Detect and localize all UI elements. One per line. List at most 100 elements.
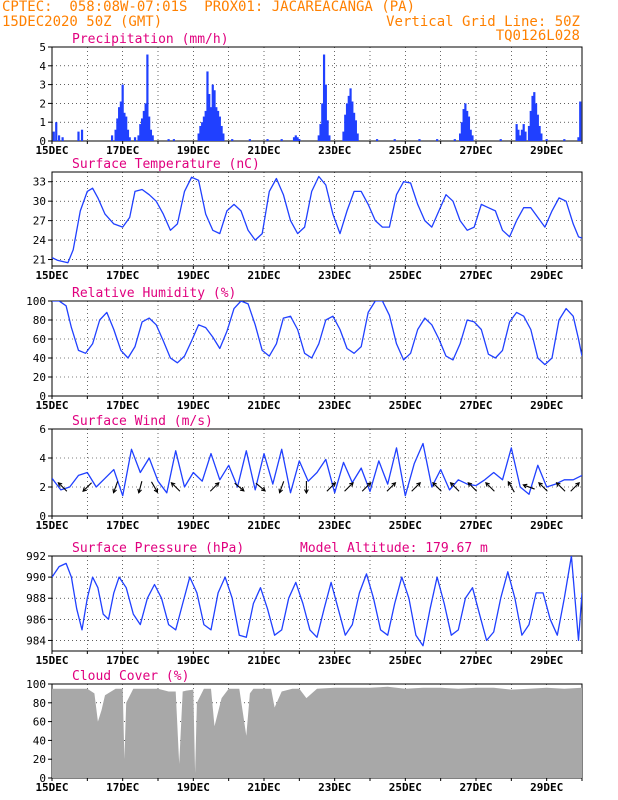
cloud-xtick-label: 17DEC xyxy=(106,781,139,794)
header-grid-line: Vertical Grid Line: 50Z xyxy=(386,14,580,30)
wind-title: Surface Wind (m/s) xyxy=(72,414,213,429)
wind-wind-arrow xyxy=(82,482,92,492)
precip-xtick-label: 23DEC xyxy=(318,144,351,157)
wind-wind-arrow xyxy=(523,484,535,490)
pres-xtick-label: 25DEC xyxy=(389,654,422,667)
precip-bar xyxy=(520,129,524,141)
cloud-ytick-label: 40 xyxy=(33,734,46,747)
wind-wind-arrowhead xyxy=(485,481,490,487)
wind-wind-arrow xyxy=(432,482,442,492)
wind-xtick-label: 21DEC xyxy=(247,519,280,532)
precip-bar xyxy=(292,137,296,141)
precip-bar xyxy=(167,139,170,141)
precip-bar xyxy=(137,135,140,141)
wind-wind-arrow xyxy=(450,482,460,492)
precip-bar xyxy=(133,137,137,141)
precip-ytick-label: 4 xyxy=(39,60,46,73)
pres-frame xyxy=(51,555,583,652)
wind-wind-arrowhead xyxy=(137,488,142,494)
wind-wind-arrow xyxy=(361,482,372,492)
precip-bar xyxy=(519,135,522,141)
precip-bar xyxy=(172,139,175,141)
precip-xtick-label: 21DEC xyxy=(247,144,280,157)
cloud-xtick-label: 29DEC xyxy=(530,781,563,794)
precip-xtick-label: 17DEC xyxy=(106,144,139,157)
precip-bar xyxy=(201,122,204,141)
precip-bar xyxy=(577,137,580,141)
precip-bar xyxy=(322,54,326,141)
precip-bar xyxy=(467,116,471,141)
precip-bar xyxy=(344,114,347,141)
precip-bar xyxy=(464,103,467,141)
wind-wind-arrowhead xyxy=(507,480,513,486)
cloud-title: Cloud Cover (%) xyxy=(72,669,189,684)
precip-bar xyxy=(342,131,345,141)
precip-bar xyxy=(353,112,356,141)
wind-wind-arrowhead xyxy=(239,486,245,492)
wind-wind-arrow xyxy=(538,482,548,492)
pres-xtick-label: 23DEC xyxy=(318,654,351,667)
wind-wind-arrowhead xyxy=(57,481,63,487)
wind-wind-arrow xyxy=(209,482,220,492)
rh-xtick-label: 23DEC xyxy=(318,399,351,412)
wind-wind-arrowhead xyxy=(331,481,337,487)
precip-bar xyxy=(462,109,465,141)
rh-xtick-label: 25DEC xyxy=(389,399,422,412)
precip-bar xyxy=(418,139,421,141)
wind-wind-arrow xyxy=(326,482,336,492)
wind-wind-arrow xyxy=(57,482,68,492)
wind-wind-arrowhead xyxy=(214,481,220,487)
cloud-ytick-label: 0 xyxy=(39,772,46,785)
wind-xtick-label: 23DEC xyxy=(318,519,351,532)
precip-bar xyxy=(469,129,472,141)
pres-xtick-label: 17DEC xyxy=(106,654,139,667)
precip-bar xyxy=(142,110,145,141)
precip-bar xyxy=(328,135,331,141)
pres-xtick-label: 21DEC xyxy=(247,654,280,667)
rh-ytick-label: 0 xyxy=(39,390,46,403)
wind-xtick-label: 29DEC xyxy=(530,519,563,532)
precip-bar xyxy=(466,110,469,141)
precip-bar xyxy=(527,125,531,141)
wind-wind-arrow xyxy=(279,481,285,493)
wind-wind-arrow xyxy=(507,481,515,493)
wind-wind-arrowhead xyxy=(366,481,372,487)
wind-wind-arrowhead xyxy=(538,481,543,487)
temp-ytick-label: 24 xyxy=(33,234,47,247)
wind-wind-arrow xyxy=(411,482,421,492)
precip-ytick-label: 1 xyxy=(39,116,46,129)
wind-wind-arrowhead xyxy=(349,481,354,487)
precip-ytick-label: 0 xyxy=(39,135,46,148)
precip-bar xyxy=(55,122,58,141)
precip-bar xyxy=(126,129,130,141)
precip-bar xyxy=(356,133,359,141)
pres-xtick-label: 27DEC xyxy=(459,654,492,667)
wind-wind-arrowhead xyxy=(391,481,397,487)
wind-wind-arrow xyxy=(556,482,566,492)
wind-wind-arrowhead xyxy=(82,487,88,493)
precip-bar xyxy=(213,90,216,141)
precip-bar xyxy=(206,71,209,141)
rh-frame xyxy=(51,300,583,397)
precip-bar xyxy=(77,131,80,141)
precip-bar xyxy=(579,101,582,141)
temp-xtick-label: 15DEC xyxy=(35,269,68,282)
wind-wind-arrowhead xyxy=(555,481,561,487)
precip-bar xyxy=(326,120,329,141)
precip-bar xyxy=(545,139,548,141)
wind-ytick-label: 0 xyxy=(39,510,46,523)
temp-ytick-label: 21 xyxy=(33,254,46,267)
precip-bar xyxy=(151,135,154,141)
precip-bar xyxy=(208,94,211,141)
pres-ytick-label: 984 xyxy=(26,634,46,647)
pres-ytick-label: 992 xyxy=(26,550,46,563)
precip-bar xyxy=(149,129,153,141)
precip-bar xyxy=(563,139,566,141)
precip-bar xyxy=(298,139,301,141)
precip-bar xyxy=(148,116,151,141)
precip-bar xyxy=(119,101,122,141)
rh-title: Relative Humidity (%) xyxy=(72,286,236,301)
wind-wind-arrow xyxy=(344,482,354,492)
precip-bar xyxy=(146,54,149,141)
wind-wind-arrow xyxy=(150,481,158,493)
